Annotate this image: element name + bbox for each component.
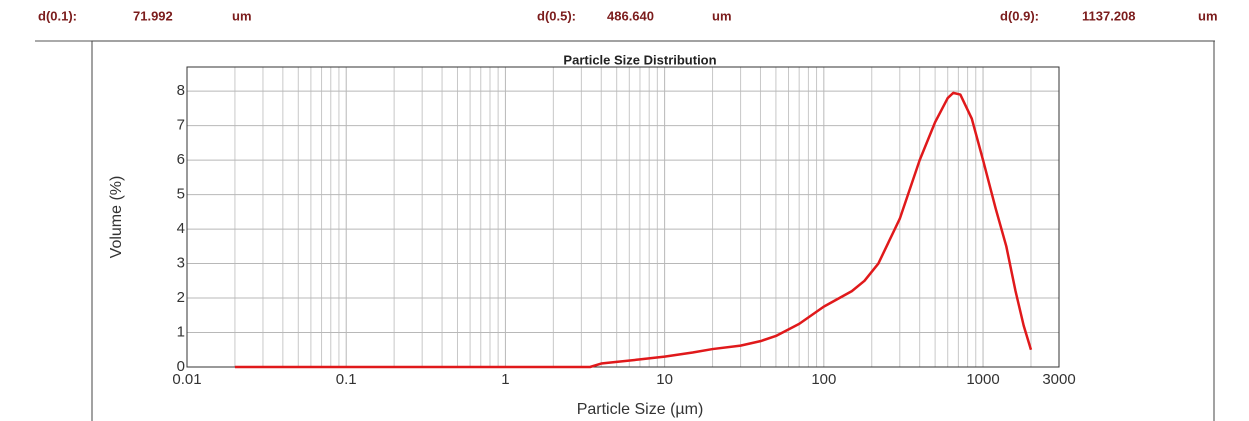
- plot-area: [186, 66, 1060, 368]
- y-tick-label: 2: [177, 289, 185, 306]
- stat-value: 71.992: [133, 8, 173, 23]
- x-tick-label: 0.1: [336, 371, 357, 388]
- x-tick-label: 1: [501, 371, 509, 388]
- stat-label: d(0.5):: [537, 8, 576, 23]
- stat-unit: um: [232, 8, 252, 23]
- x-tick-label: 100: [811, 371, 836, 388]
- y-axis-label: Volume (%): [108, 176, 125, 259]
- x-tick-label: 1000: [966, 371, 999, 388]
- chart-frame: [91, 40, 1215, 421]
- y-tick-label: 6: [177, 151, 185, 168]
- stat-unit: um: [1198, 8, 1218, 23]
- y-tick-label: 7: [177, 117, 185, 134]
- stat-value: 1137.208: [1082, 8, 1136, 23]
- y-tick-label: 1: [177, 323, 185, 340]
- y-tick-label: 4: [177, 220, 185, 237]
- x-axis-label: Particle Size (µm): [577, 401, 704, 418]
- y-tick-label: 3: [177, 255, 185, 272]
- chart-title: Particle Size Distribution: [563, 52, 716, 67]
- stat-label: d(0.1):: [38, 8, 77, 23]
- stat-value: 486.640: [607, 8, 654, 23]
- x-tick-label: 3000: [1042, 371, 1075, 388]
- y-tick-label: 5: [177, 186, 185, 203]
- y-tick-label: 8: [177, 82, 185, 99]
- stat-label: d(0.9):: [1000, 8, 1039, 23]
- stat-unit: um: [712, 8, 732, 23]
- y-tick-label: 0: [177, 358, 185, 375]
- x-tick-label: 10: [656, 371, 673, 388]
- x-tick-label: 0.01: [172, 371, 201, 388]
- data-line: [234, 91, 1033, 369]
